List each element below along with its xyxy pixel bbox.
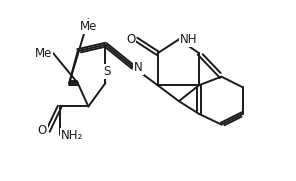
Text: NH₂: NH₂ (61, 129, 83, 142)
Text: N: N (134, 61, 143, 73)
Text: Me: Me (35, 47, 52, 60)
Text: Me: Me (80, 20, 97, 33)
Text: NH: NH (180, 33, 197, 46)
Text: S: S (103, 65, 110, 78)
Text: O: O (126, 33, 135, 46)
Text: O: O (38, 125, 47, 137)
